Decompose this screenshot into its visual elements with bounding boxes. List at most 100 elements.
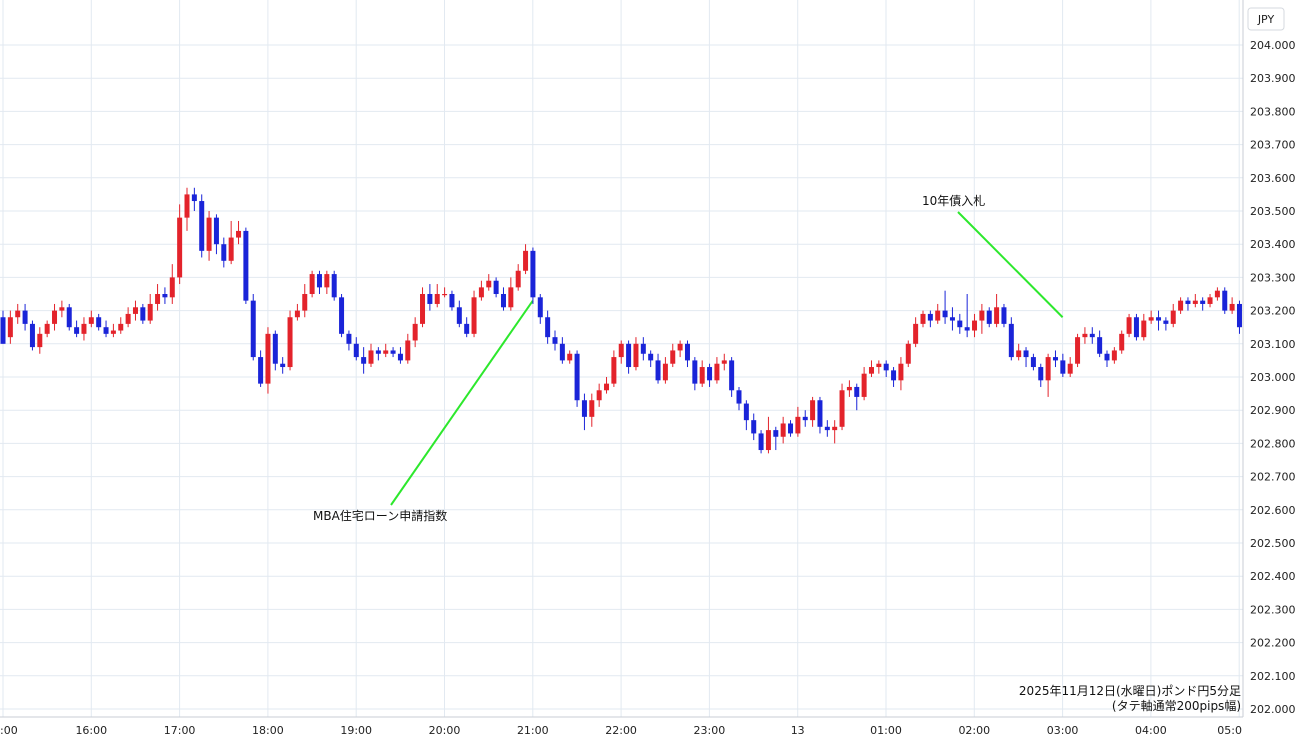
candle-body — [1185, 300, 1191, 304]
candle-body — [1214, 290, 1220, 298]
candle-body — [1229, 303, 1235, 311]
candle-down — [199, 194, 205, 258]
annotation-label: MBA住宅ローン申請指数 — [313, 508, 447, 523]
candle-body — [824, 426, 830, 431]
candle-up — [265, 327, 271, 394]
candle-down — [648, 350, 654, 368]
candle-body — [545, 317, 551, 338]
candle-up — [604, 377, 610, 394]
candle-body — [788, 423, 794, 434]
candle-up — [589, 393, 595, 427]
candle-down — [788, 420, 794, 437]
candle-down — [1133, 313, 1139, 341]
candle-body — [832, 426, 838, 431]
candle-down — [854, 383, 860, 411]
x-tick-label: :00 — [0, 724, 18, 737]
candle-up — [868, 360, 874, 377]
candle-up — [118, 317, 124, 334]
candle-body — [581, 400, 587, 417]
candle-down — [1185, 297, 1191, 311]
candle-body — [66, 307, 72, 328]
candle-body — [508, 287, 514, 308]
candle-body — [567, 353, 573, 361]
candle-body — [493, 280, 499, 294]
candle-down — [1089, 327, 1095, 344]
candle-up — [1141, 313, 1147, 341]
candle-body — [1111, 350, 1117, 361]
candle-body — [920, 313, 926, 324]
candle-up — [1178, 297, 1184, 314]
candle-down — [29, 320, 35, 351]
y-tick-label: 202.600 — [1250, 504, 1296, 517]
candle-body — [442, 294, 448, 296]
candle-down — [655, 353, 661, 384]
candle-up — [368, 343, 374, 368]
candle-body — [162, 294, 168, 298]
candle-down — [1200, 297, 1206, 311]
candle-body — [604, 383, 610, 391]
candle-down — [397, 347, 403, 364]
candle-up — [920, 310, 926, 328]
candle-down — [986, 307, 992, 328]
y-tick-label: 202.000 — [1250, 703, 1296, 716]
candle-body — [1126, 317, 1132, 334]
candle-down — [74, 320, 80, 338]
y-tick-label: 203.300 — [1250, 271, 1296, 284]
candle-up — [236, 220, 242, 245]
candle-down — [464, 317, 470, 338]
candle-up — [155, 284, 161, 311]
candle-body — [397, 353, 403, 361]
candle-down — [339, 294, 345, 338]
candle-down — [1060, 353, 1066, 377]
candle-body — [1067, 363, 1073, 374]
candle-down — [500, 287, 506, 311]
candle-up — [383, 343, 389, 358]
candle-down — [250, 294, 256, 361]
unit-box — [1247, 7, 1285, 31]
annotation-label: 10年債入札 — [922, 193, 985, 208]
candle-body — [957, 320, 963, 328]
candle-down — [272, 330, 278, 371]
y-tick-label: 203.100 — [1250, 338, 1296, 351]
y-axis-ticks: 204.000 203.900 203.800 203.700 203.600 203.5… — [1250, 39, 1296, 716]
candle-body — [743, 403, 749, 421]
candle-body — [596, 390, 602, 401]
candle-body — [265, 333, 271, 384]
candle-body — [1148, 317, 1154, 321]
candle-down — [957, 313, 963, 334]
candle-body — [464, 323, 470, 334]
candle-body — [140, 307, 146, 321]
candle-body — [390, 350, 396, 354]
candle-up — [515, 264, 521, 291]
candle-up — [935, 303, 941, 324]
candle-body — [515, 270, 521, 288]
candle-up — [169, 264, 175, 304]
candle-body — [692, 360, 698, 384]
candle-body — [530, 250, 536, 298]
candle-body — [191, 194, 197, 202]
candle-up — [567, 350, 573, 364]
candle-down — [773, 426, 779, 451]
candle-body — [648, 353, 654, 361]
candle-down — [66, 303, 72, 331]
candle-up — [471, 290, 477, 338]
candle-body — [905, 343, 911, 364]
x-tick-label: 23:00 — [694, 724, 726, 737]
candle-body — [1060, 360, 1066, 374]
annotation-leader-line — [957, 211, 1064, 318]
candle-up — [596, 383, 602, 407]
candle-up — [1045, 353, 1051, 397]
candle-up — [81, 317, 87, 341]
candle-body — [250, 300, 256, 358]
candle-body — [213, 217, 219, 245]
candle-down — [213, 214, 219, 255]
candle-down — [707, 363, 713, 387]
candle-body — [817, 400, 823, 427]
candle-body — [662, 363, 668, 381]
candle-down — [802, 410, 808, 427]
candle-body — [552, 337, 558, 344]
candle-body — [574, 353, 580, 401]
candle-body — [861, 373, 867, 397]
candle-body — [589, 400, 595, 417]
